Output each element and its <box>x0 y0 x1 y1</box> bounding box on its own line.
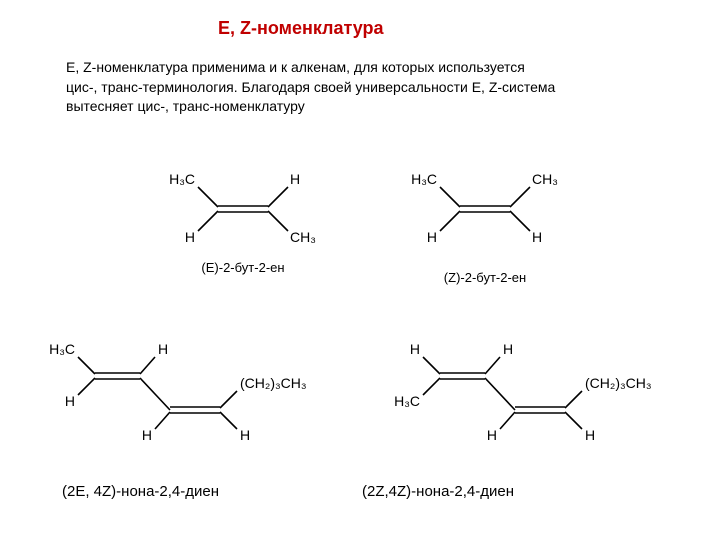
molecule-2e4z-nona: H₃C H H H (CH₂)₃CH₃ H <box>40 335 340 455</box>
svg-text:H₃C: H₃C <box>394 393 420 409</box>
svg-text:H: H <box>532 229 542 245</box>
molecule-e-but2ene: H₃C H H CH₃ (E)-2-бут-2-ен <box>158 160 328 270</box>
svg-text:H₃C: H₃C <box>411 171 437 187</box>
svg-text:H₃C: H₃C <box>169 171 195 187</box>
molecule-z-but2ene: H₃C CH₃ H H (Z)-2-бут-2-ен <box>400 160 570 270</box>
svg-text:H: H <box>240 427 250 443</box>
svg-text:H: H <box>185 229 195 245</box>
intro-paragraph: E, Z-номенклатура применима и к алкенам,… <box>66 58 626 117</box>
svg-text:H: H <box>503 341 513 357</box>
svg-text:H: H <box>487 427 497 443</box>
svg-text:H: H <box>427 229 437 245</box>
svg-text:(CH₂)₃CH₃: (CH₂)₃CH₃ <box>240 375 307 391</box>
caption-2z4z-nona: (2Z,4Z)-нона-2,4-диен <box>362 483 514 500</box>
caption-e-but2ene: (E)-2-бут-2-ен <box>143 260 343 275</box>
svg-text:H: H <box>585 427 595 443</box>
svg-text:H₃C: H₃C <box>49 341 75 357</box>
page-heading: E, Z-номенклатура <box>218 18 398 40</box>
molecule-2z4z-nona: H H H₃C H (CH₂)₃CH₃ H <box>370 335 680 455</box>
svg-text:H: H <box>142 427 152 443</box>
svg-text:H: H <box>158 341 168 357</box>
svg-text:H: H <box>290 171 300 187</box>
svg-text:H: H <box>65 393 75 409</box>
svg-text:CH₃: CH₃ <box>532 171 558 187</box>
svg-text:CH₃: CH₃ <box>290 229 316 245</box>
caption-2e4z-nona: (2E, 4Z)-нона-2,4-диен <box>62 483 219 500</box>
svg-text:H: H <box>410 341 420 357</box>
caption-z-but2ene: (Z)-2-бут-2-ен <box>385 270 585 285</box>
svg-text:(CH₂)₃CH₃: (CH₂)₃CH₃ <box>585 375 652 391</box>
